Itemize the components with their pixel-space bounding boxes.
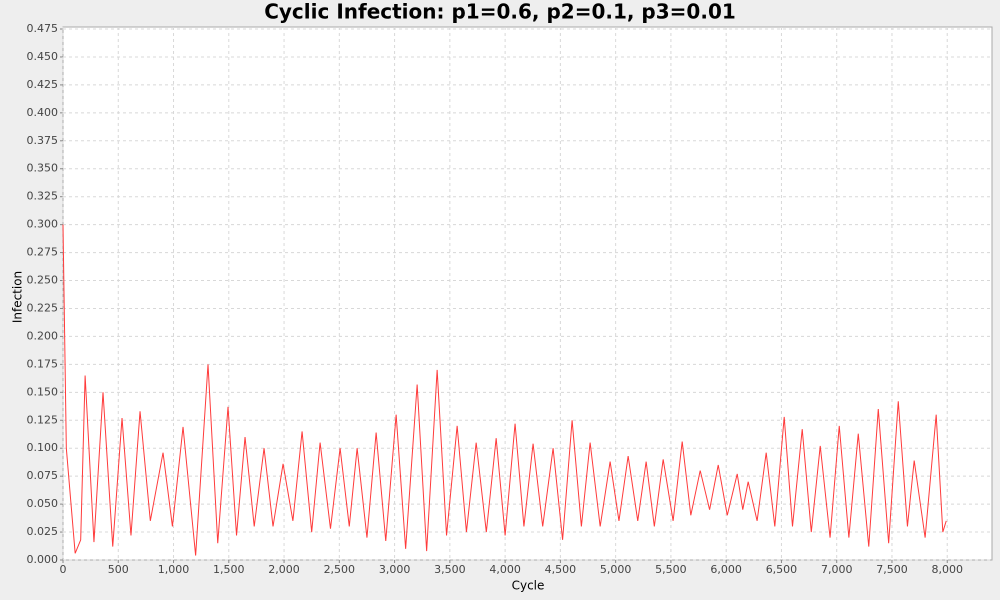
- y-tick-label: 0.150: [27, 385, 59, 398]
- x-tick-label: 2,000: [268, 563, 300, 576]
- x-tick-label: 3,500: [434, 563, 466, 576]
- x-tick-label: 0: [60, 563, 67, 576]
- y-tick-label: 0.250: [27, 274, 59, 287]
- x-tick-label: 7,000: [821, 563, 853, 576]
- x-tick-label: 6,500: [766, 563, 798, 576]
- data-line: [62, 224, 947, 556]
- y-tick-label: 0.075: [27, 469, 59, 482]
- y-tick-label: 0.450: [27, 50, 59, 63]
- y-tick-label: 0.125: [27, 413, 59, 426]
- y-tick-label: 0.025: [27, 525, 59, 538]
- x-axis-label: Cycle: [512, 579, 545, 593]
- x-tick-label: 5,000: [600, 563, 632, 576]
- x-tick-label: 7,500: [876, 563, 908, 576]
- y-tick-label: 0.050: [27, 497, 59, 510]
- y-tick-label: 0.300: [27, 218, 59, 231]
- y-tick-label: 0.175: [27, 357, 59, 370]
- x-tick-label: 1,000: [158, 563, 190, 576]
- x-tick-label: 1,500: [213, 563, 245, 576]
- y-tick-label: 0.475: [27, 22, 59, 35]
- x-tick-label: 2,500: [324, 563, 356, 576]
- chart-title: Cyclic Infection: p1=0.6, p2=0.1, p3=0.0…: [264, 0, 736, 24]
- y-tick-label: 0.200: [27, 329, 59, 342]
- y-tick-label: 0.100: [27, 441, 59, 454]
- x-tick-label: 4,500: [545, 563, 577, 576]
- x-tick-label: 4,000: [489, 563, 521, 576]
- y-tick-label: 0.000: [27, 553, 59, 566]
- y-tick-label: 0.325: [27, 190, 59, 203]
- x-tick-label: 500: [108, 563, 129, 576]
- y-tick-label: 0.225: [27, 301, 59, 314]
- y-tick-label: 0.400: [27, 106, 59, 119]
- y-tick-label: 0.350: [27, 162, 59, 175]
- plot-area: [62, 26, 993, 561]
- y-tick-label: 0.275: [27, 246, 59, 259]
- y-axis-label: Infection: [11, 271, 25, 323]
- x-tick-label: 8,000: [931, 563, 963, 576]
- x-tick-label: 3,000: [379, 563, 411, 576]
- y-tick-label: 0.425: [27, 78, 59, 91]
- y-tick-label: 0.375: [27, 134, 59, 147]
- x-tick-label: 5,500: [655, 563, 687, 576]
- x-tick-label: 6,000: [710, 563, 742, 576]
